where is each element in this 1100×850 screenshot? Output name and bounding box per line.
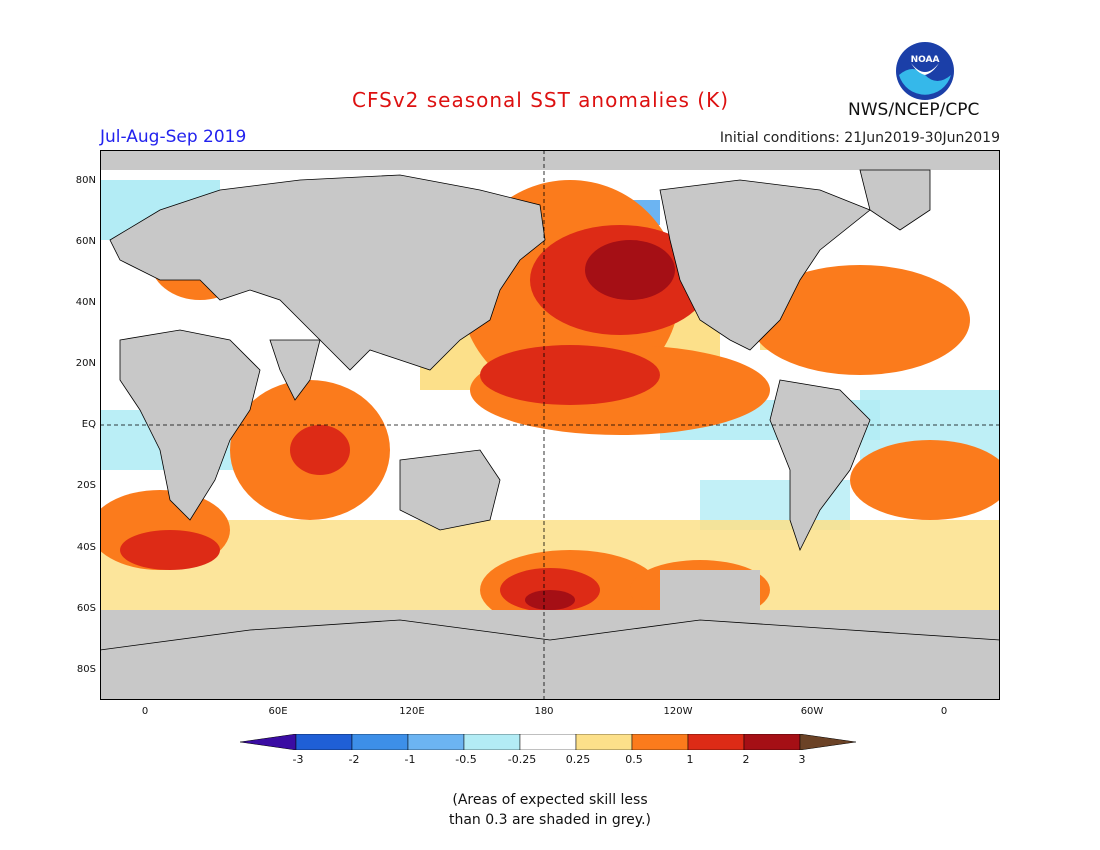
lon-label-120e: 120E [399,706,425,717]
skill-note-line1: (Areas of expected skill less [452,792,648,808]
legend-label-m3: -3 [292,753,304,766]
noaa-logo: NOAA [896,42,954,100]
lat-label-80n: 80N [75,175,96,186]
legend-arrow-max [799,734,857,750]
legend-label-p025: 0.25 [565,753,591,766]
lon-label-0: 0 [141,706,149,717]
lon-label-0-east: 0 [940,706,948,717]
legend-swatch [743,734,801,750]
noaa-logo-text: NOAA [911,55,940,65]
lat-label-20s: 20S [76,480,96,491]
sst-anomaly-map [100,150,1000,700]
legend-label-m05: -0.5 [455,753,477,766]
lon-label-120w: 120W [663,706,693,717]
organization-label: NWS/NCEP/CPC [848,100,980,120]
legend-label-m025: -0.25 [507,753,537,766]
legend-swatch [295,734,353,750]
skill-note-line2: than 0.3 are shaded in grey.) [448,812,651,828]
legend-swatch [463,734,521,750]
land-masses [100,169,1000,700]
season-label: Jul-Aug-Sep 2019 [100,127,247,147]
legend-swatch [351,734,409,750]
legend-label-p05: 0.5 [625,753,643,766]
lat-label-60n: 60N [75,236,96,247]
lat-label-40s: 40S [76,542,96,553]
color-legend-bar [240,734,857,750]
legend-label-p3: 3 [798,753,806,766]
lat-label-eq: EQ [81,419,96,430]
legend-swatch [407,734,465,750]
lat-label-40n: 40N [75,297,96,308]
legend-swatch [519,734,577,750]
legend-arrow-min [240,734,297,750]
legend-label-m2: -2 [348,753,360,766]
lon-label-60w: 60W [800,706,824,717]
lon-label-60e: 60E [268,706,288,717]
lat-label-20n: 20N [75,358,96,369]
initial-conditions-label: Initial conditions: 21Jun2019-30Jun2019 [719,130,1000,146]
map-title: CFSv2 seasonal SST anomalies (K) [352,88,729,112]
lat-label-80s: 80S [76,664,96,675]
legend-swatch [631,734,689,750]
lon-label-180: 180 [534,706,554,717]
legend-label-p1: 1 [686,753,694,766]
lat-label-60s: 60S [76,603,96,614]
legend-swatch [575,734,633,750]
legend-label-m1: -1 [404,753,416,766]
legend-label-p2: 2 [742,753,750,766]
legend-swatch [687,734,745,750]
